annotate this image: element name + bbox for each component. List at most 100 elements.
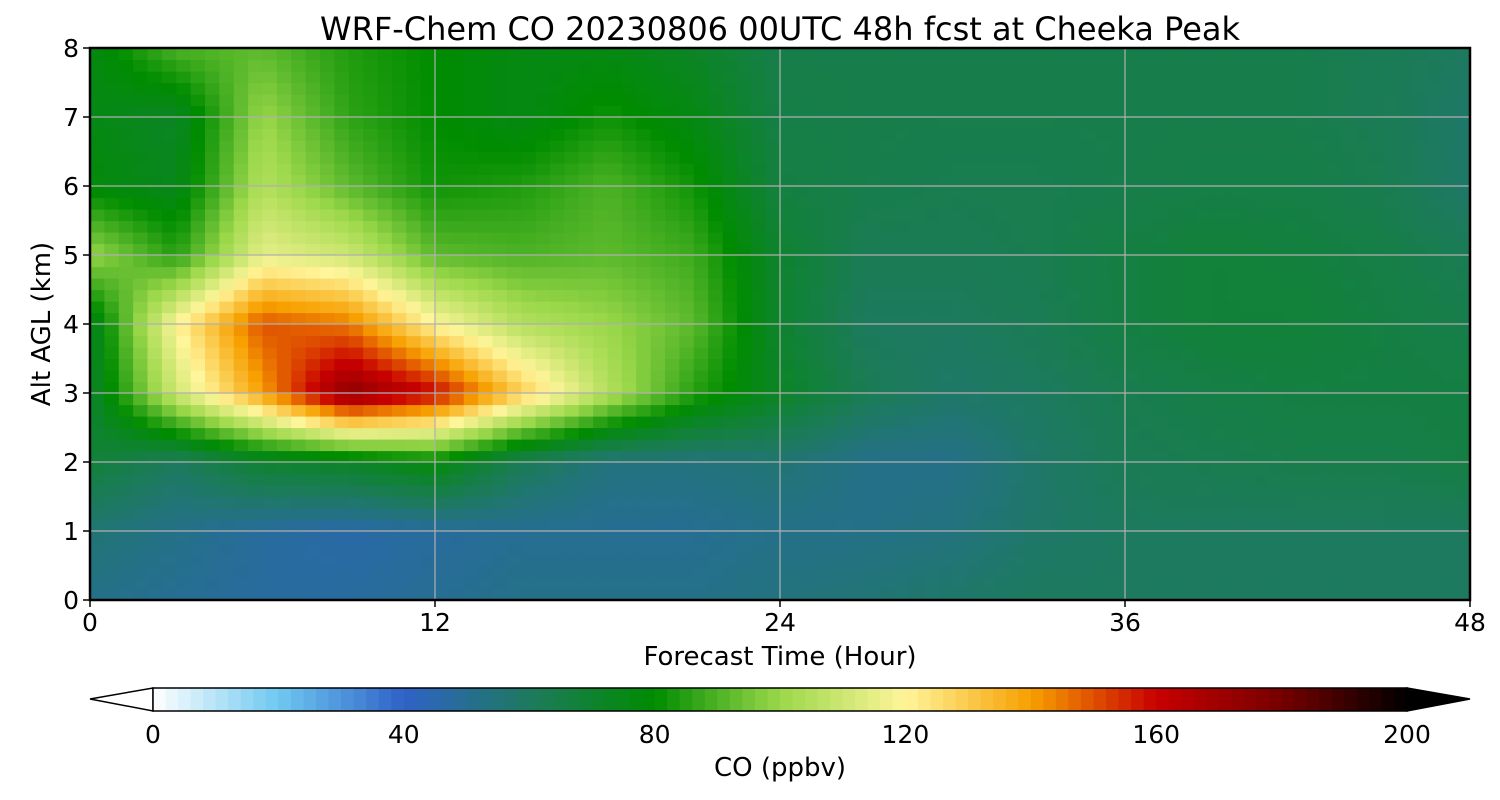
- heatmap-cell: [1326, 128, 1342, 141]
- heatmap-cell: [492, 565, 508, 578]
- heatmap-cell: [1211, 151, 1227, 164]
- heatmap-cell: [478, 508, 494, 521]
- heatmap-cell: [205, 427, 220, 440]
- heatmap-cell: [334, 370, 350, 383]
- heatmap-cell: [478, 140, 494, 153]
- heatmap-cell: [823, 289, 839, 302]
- heatmap-cell: [1426, 94, 1442, 107]
- heatmap-cell: [636, 94, 652, 107]
- heatmap-cell: [722, 278, 738, 291]
- heatmap-cell: [1010, 174, 1025, 187]
- heatmap-cell: [1211, 59, 1227, 72]
- heatmap-cell: [938, 588, 954, 600]
- heatmap-cell: [665, 59, 680, 72]
- heatmap-cell: [995, 462, 1011, 475]
- heatmap-cell: [276, 105, 292, 118]
- heatmap-cell: [665, 266, 680, 279]
- colorbar-segment: [1218, 688, 1233, 711]
- heatmap-cell: [909, 381, 925, 394]
- heatmap-cell: [205, 197, 220, 210]
- heatmap-cell: [665, 381, 680, 394]
- heatmap-cell: [1139, 358, 1155, 371]
- heatmap-cell: [334, 151, 350, 164]
- heatmap-cell: [1383, 335, 1399, 348]
- heatmap-cell: [636, 301, 652, 314]
- heatmap-cell: [880, 508, 896, 521]
- heatmap-cell: [1355, 82, 1370, 95]
- heatmap-cell: [435, 255, 450, 268]
- heatmap-cell: [995, 554, 1011, 567]
- heatmap-cell: [765, 519, 781, 532]
- heatmap-cell: [1096, 48, 1112, 61]
- heatmap-cell: [780, 209, 795, 222]
- heatmap-cell: [736, 255, 752, 268]
- heatmap-cell: [1067, 117, 1083, 130]
- heatmap-cell: [1326, 531, 1342, 544]
- heatmap-cell: [1311, 209, 1327, 222]
- heatmap-cell: [1340, 174, 1356, 187]
- heatmap-cell: [1153, 588, 1169, 600]
- heatmap-cell: [1225, 266, 1241, 279]
- heatmap-cell: [1441, 128, 1457, 141]
- heatmap-cell: [478, 577, 494, 590]
- heatmap-cell: [966, 496, 982, 509]
- heatmap-cell: [880, 197, 896, 210]
- heatmap-cell: [607, 565, 623, 578]
- heatmap-cell: [1196, 243, 1212, 256]
- heatmap-cell: [1240, 416, 1255, 429]
- heatmap-cell: [1125, 450, 1140, 463]
- heatmap-cell: [463, 542, 479, 555]
- heatmap-cell: [118, 278, 134, 291]
- heatmap-cell: [693, 94, 709, 107]
- heatmap-cell: [420, 220, 436, 233]
- heatmap-cell: [1211, 117, 1227, 130]
- heatmap-cell: [90, 197, 105, 210]
- heatmap-cell: [1053, 312, 1069, 325]
- heatmap-cell: [1125, 128, 1140, 141]
- heatmap-cell: [1168, 324, 1184, 337]
- heatmap-cell: [521, 565, 537, 578]
- heatmap-cell: [780, 220, 795, 233]
- heatmap-cell: [880, 94, 896, 107]
- colorbar-segment: [780, 688, 794, 711]
- heatmap-cell: [1139, 151, 1155, 164]
- heatmap-cell: [808, 588, 824, 600]
- heatmap-cell: [1340, 496, 1356, 509]
- heatmap-cell: [133, 289, 149, 302]
- heatmap-cell: [650, 439, 666, 452]
- heatmap-cell: [219, 209, 235, 222]
- heatmap-cell: [161, 416, 177, 429]
- heatmap-cell: [1211, 508, 1227, 521]
- heatmap-cell: [1441, 427, 1457, 440]
- heatmap-cell: [1153, 209, 1169, 222]
- heatmap-cell: [665, 117, 680, 130]
- heatmap-cell: [291, 393, 307, 406]
- y-tick-label: 1: [63, 517, 79, 546]
- colorbar-segment: [842, 688, 856, 711]
- heatmap-cell: [176, 82, 192, 95]
- heatmap-cell: [104, 381, 120, 394]
- heatmap-cell: [320, 59, 335, 72]
- heatmap-cell: [1053, 358, 1069, 371]
- heatmap-cell: [320, 197, 335, 210]
- heatmap-cell: [1455, 128, 1470, 141]
- heatmap-cell: [952, 209, 968, 222]
- heatmap-cell: [1139, 117, 1155, 130]
- heatmap-cell: [621, 117, 637, 130]
- heatmap-cell: [1311, 404, 1327, 417]
- heatmap-cell: [650, 462, 666, 475]
- heatmap-cell: [1311, 427, 1327, 440]
- heatmap-cell: [478, 174, 494, 187]
- colorbar-segment: [943, 688, 957, 711]
- heatmap-cell: [578, 59, 594, 72]
- heatmap-cell: [1455, 565, 1470, 578]
- heatmap-cell: [1010, 508, 1025, 521]
- heatmap-cell: [118, 105, 134, 118]
- heatmap-cell: [248, 255, 264, 268]
- heatmap-cell: [1096, 358, 1112, 371]
- heatmap-cell: [636, 347, 652, 360]
- heatmap-cell: [291, 266, 307, 279]
- heatmap-cell: [1139, 140, 1155, 153]
- heatmap-cell: [391, 105, 407, 118]
